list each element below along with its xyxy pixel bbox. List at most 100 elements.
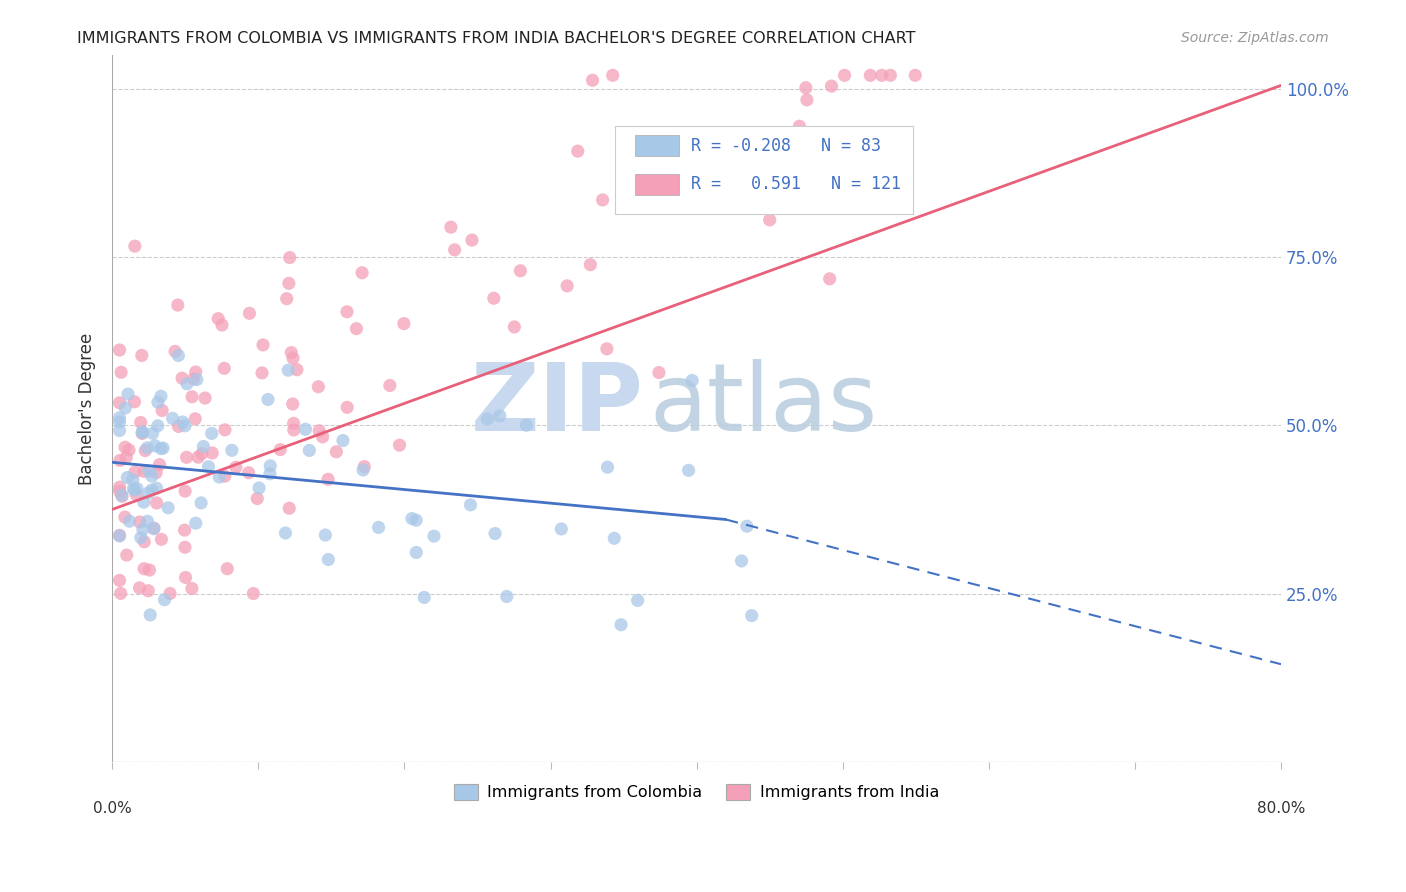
Point (318, 552, 340, 566)
Point (114, 401, 136, 415)
Point (201, 426, 224, 441)
Point (108, 415, 131, 429)
Point (142, 522, 165, 536)
Point (592, 193, 614, 207)
Point (214, 469, 236, 483)
Point (401, 511, 423, 525)
Point (285, 362, 308, 376)
Point (367, 520, 389, 534)
Point (149, 389, 172, 403)
Point (440, 220, 463, 235)
Text: atlas: atlas (650, 359, 879, 451)
Point (173, 523, 195, 537)
Point (477, 412, 499, 426)
Point (174, 570, 197, 584)
Point (108, 529, 131, 543)
Point (143, 439, 166, 453)
Point (136, 486, 159, 500)
Point (484, 526, 506, 541)
Point (278, 501, 301, 516)
Point (495, 590, 517, 604)
Point (550, 522, 572, 536)
Point (214, 361, 236, 376)
Point (567, 144, 589, 158)
Point (134, 443, 156, 458)
Point (336, 401, 359, 415)
Point (325, 444, 347, 458)
Point (443, 243, 465, 257)
Point (277, 363, 299, 377)
Point (247, 481, 270, 495)
Point (718, 157, 741, 171)
Point (117, 470, 139, 484)
Point (482, 291, 505, 305)
Point (193, 440, 215, 454)
Point (115, 548, 138, 562)
Point (184, 516, 207, 531)
Point (796, 93, 818, 107)
Point (859, 68, 882, 82)
Point (257, 392, 280, 407)
Point (153, 592, 176, 607)
Point (121, 473, 143, 487)
Point (336, 305, 359, 319)
Point (283, 423, 305, 437)
Point (148, 458, 170, 472)
Point (818, 272, 841, 286)
Point (108, 480, 131, 494)
Point (141, 483, 163, 497)
Point (132, 495, 155, 509)
Point (820, 79, 842, 94)
Point (136, 441, 159, 455)
Y-axis label: Bachelor's Degree: Bachelor's Degree (79, 333, 96, 484)
Point (298, 443, 321, 458)
Point (259, 467, 281, 481)
Point (142, 426, 165, 441)
Point (186, 373, 208, 387)
Point (108, 396, 131, 410)
Point (124, 483, 146, 497)
Point (108, 453, 131, 467)
Point (124, 465, 146, 479)
Point (110, 365, 132, 379)
Point (208, 470, 231, 484)
Point (405, 513, 427, 527)
Point (174, 418, 197, 433)
Point (165, 344, 187, 359)
Point (509, 264, 531, 278)
Point (131, 348, 153, 362)
Point (124, 239, 146, 253)
Point (238, 306, 260, 320)
Point (503, 319, 526, 334)
Point (314, 528, 336, 542)
FancyBboxPatch shape (614, 126, 912, 214)
Point (150, 533, 173, 547)
Point (138, 464, 160, 478)
Point (242, 586, 264, 600)
Point (515, 418, 537, 433)
Point (132, 562, 155, 576)
Point (131, 426, 153, 441)
Point (221, 443, 243, 458)
Point (136, 583, 159, 598)
Point (114, 440, 136, 454)
Point (789, 120, 811, 134)
Text: R =   0.591   N = 121: R = 0.591 N = 121 (690, 176, 901, 194)
Point (378, 378, 401, 392)
Point (307, 380, 329, 394)
Point (141, 469, 163, 483)
Point (132, 522, 155, 536)
Point (460, 498, 482, 512)
Point (735, 519, 758, 533)
Point (166, 298, 188, 312)
Text: R = -0.208   N = 83: R = -0.208 N = 83 (690, 136, 880, 154)
Point (114, 510, 136, 524)
Point (489, 409, 512, 423)
Point (610, 617, 633, 632)
Point (128, 581, 150, 595)
Point (603, 531, 626, 545)
Point (730, 554, 752, 568)
Point (108, 343, 131, 357)
Point (316, 472, 339, 486)
Point (197, 459, 219, 474)
